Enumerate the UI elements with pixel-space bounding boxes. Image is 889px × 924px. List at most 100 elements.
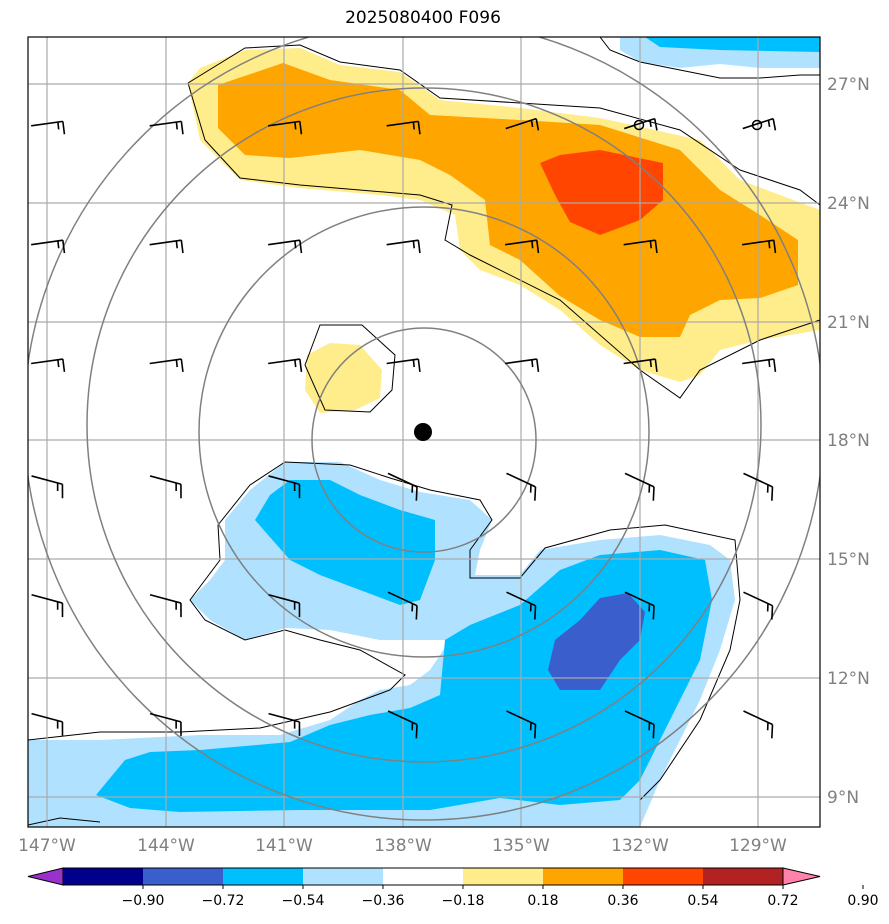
wind-barb: [742, 117, 777, 131]
wind-barb: [386, 239, 421, 254]
wind-barb: [149, 239, 184, 254]
colorbar: −0.90 −0.72 −0.54 −0.36 −0.18 0.18 0.36 0.54 0.7…: [27, 867, 879, 909]
contour-northeast: [599, 37, 820, 79]
lon-tick-label: 147°W: [18, 836, 76, 856]
wind-barb: [623, 239, 658, 254]
negative-anomaly-fill: [28, 37, 820, 827]
wind-barb: [149, 120, 184, 135]
colorbar-frame: [62, 867, 784, 886]
storm-center-marker: [414, 423, 432, 441]
wind-barb: [386, 358, 421, 372]
map-title: 2025080400 F096: [345, 8, 501, 28]
wind-barb: [506, 591, 537, 620]
wind-barb: [505, 358, 540, 372]
wind-barb: [386, 120, 421, 135]
wind-barb: [268, 712, 301, 736]
lat-tick-label: 15°N: [827, 550, 870, 570]
wind-barb: [268, 120, 303, 135]
wind-barb: [268, 358, 303, 372]
wind-barb: [624, 710, 655, 739]
colorbar-label: −0.36: [362, 893, 405, 909]
wind-barb: [506, 710, 537, 739]
wind-barb: [743, 591, 774, 620]
wind-barb: [624, 472, 655, 501]
colorbar-swatch: [463, 868, 544, 885]
wind-barb: [743, 710, 774, 739]
plot-frame: [27, 36, 821, 828]
wind-barb: [743, 472, 774, 501]
wind-barb: [149, 475, 182, 499]
wind-barb: [387, 591, 418, 620]
colorbar-swatch: [543, 868, 624, 885]
colorbar-extend-min: [27, 867, 64, 886]
colorbar-swatch: [63, 868, 144, 885]
range-ring-6deg: [198, 206, 650, 658]
wind-barb: [31, 358, 66, 372]
wind-barb: [149, 594, 182, 618]
lon-tick-label: 135°W: [492, 836, 550, 856]
colorbar-label: 0.54: [687, 893, 718, 909]
colorbar-extend-max: [782, 867, 821, 886]
wind-barb: [149, 712, 182, 736]
lat-tick-label: 18°N: [827, 431, 870, 451]
plot-area: [28, 37, 820, 827]
colorbar-swatch: [383, 868, 464, 885]
colorbar-label: 0.72: [767, 893, 798, 909]
lat-tick-label: 21°N: [827, 313, 870, 333]
wind-barb: [31, 594, 64, 618]
range-ring-9deg: [86, 87, 762, 763]
contour-south: [28, 461, 741, 801]
orange-region-north: [218, 63, 798, 337]
wind-barb: [387, 710, 418, 739]
red-orange-region-north: [540, 150, 663, 235]
lat-tick-label: 9°N: [827, 788, 859, 808]
wind-barbs: [31, 117, 777, 739]
colorbar-label: 0.90: [847, 893, 878, 909]
wind-barb: [742, 358, 777, 372]
deep-blue-region-northeast: [645, 37, 820, 52]
wind-barb: [742, 239, 777, 254]
deep-sky-blue-region-main: [96, 550, 712, 812]
colorbar-label: −0.18: [442, 893, 485, 909]
wind-barb: [268, 594, 301, 618]
colorbar-label: −0.72: [202, 893, 245, 909]
wind-barb: [31, 475, 64, 499]
colorbar-label: −0.90: [122, 893, 165, 909]
wind-barb: [31, 712, 64, 736]
colorbar-swatch: [623, 868, 704, 885]
calm-marker-129w: [751, 119, 763, 131]
wind-barb: [505, 117, 540, 131]
wind-barb: [268, 475, 301, 499]
wind-barb: [268, 239, 303, 254]
wind-barb: [31, 120, 66, 135]
contour-lines: [28, 37, 820, 826]
wind-barb: [624, 117, 658, 131]
colorbar-swatch: [303, 868, 384, 885]
range-rings: [28, 37, 820, 821]
wind-barb: [624, 591, 655, 620]
colorbar-swatch: [703, 868, 784, 885]
wind-barb: [31, 239, 66, 254]
colorbar-label: 0.36: [607, 893, 638, 909]
calm-markers: [633, 119, 763, 131]
contour-southwest: [28, 817, 101, 826]
range-ring-12deg: [28, 37, 820, 821]
colorbar-label: 0.18: [527, 893, 558, 909]
lat-tick-labels: 27°N 24°N 21°N 18°N 15°N 12°N 9°N: [827, 75, 870, 808]
lon-tick-label: 129°W: [729, 836, 787, 856]
wind-barb: [506, 472, 537, 501]
royal-blue-region-core: [548, 593, 645, 690]
lon-tick-labels: 147°W 144°W 141°W 138°W 135°W 132°W 129°…: [18, 836, 787, 856]
lon-tick-label: 132°W: [611, 836, 669, 856]
gridlines: [28, 37, 820, 827]
wind-barb: [623, 358, 658, 372]
contour-center: [304, 324, 396, 413]
lon-tick-label: 144°W: [137, 836, 195, 856]
lon-tick-label: 141°W: [255, 836, 313, 856]
wind-barb: [149, 358, 184, 372]
colorbar-swatch: [143, 868, 224, 885]
lat-tick-label: 24°N: [827, 194, 870, 214]
colorbar-label: −0.54: [282, 893, 325, 909]
light-yellow-region-center: [305, 343, 382, 413]
